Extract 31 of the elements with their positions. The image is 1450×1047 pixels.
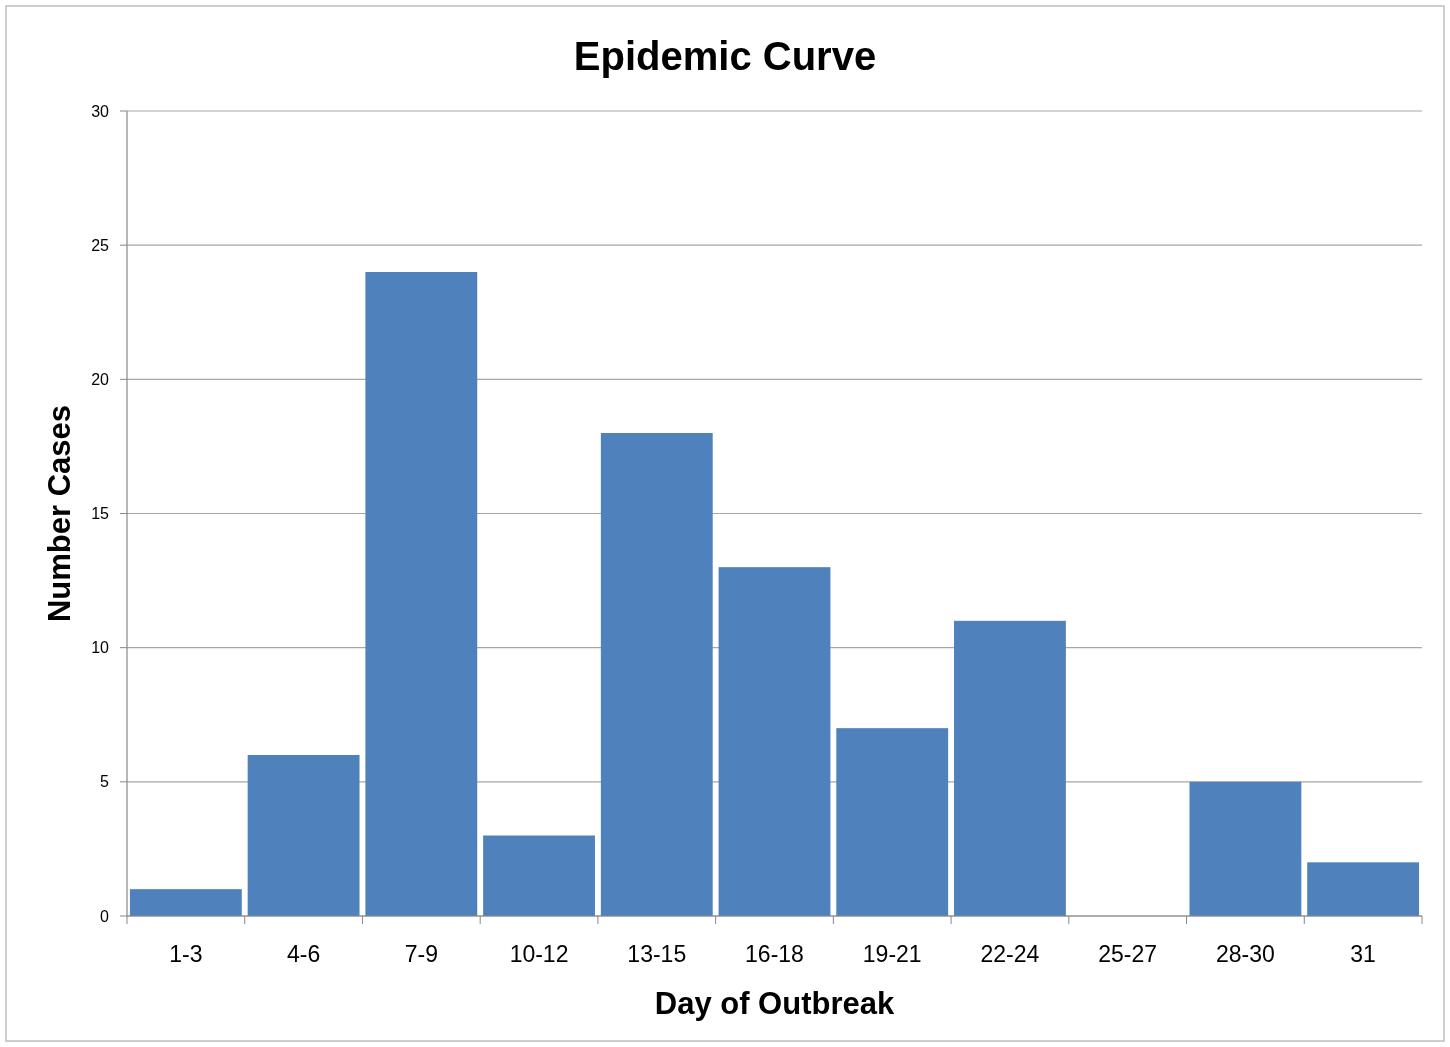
bar: [718, 567, 831, 916]
bar: [129, 889, 242, 916]
bar: [836, 728, 949, 916]
x-tick-label: 7-9: [404, 941, 438, 967]
bar: [600, 433, 713, 916]
x-axis-title: Day of Outbreak: [654, 986, 895, 1021]
x-tick-label: 19-21: [862, 941, 922, 967]
x-tick-label: 4-6: [286, 941, 321, 967]
x-tick-label: 10-12: [509, 941, 569, 967]
bar: [1189, 781, 1302, 916]
x-tick-label: 1-3: [169, 941, 203, 967]
bar: [365, 272, 478, 916]
y-axis-title: Number Cases: [42, 404, 77, 623]
x-tick-label: 13-15: [627, 941, 687, 967]
x-tick-label: 16-18: [745, 941, 804, 967]
bar: [1307, 862, 1420, 916]
y-tick-label: 20: [91, 370, 110, 388]
bar: [954, 620, 1066, 916]
bar: [483, 835, 595, 916]
x-tick-label: 22-24: [980, 941, 1040, 967]
x-tick-label: 31: [1350, 941, 1376, 967]
y-tick-label: 5: [100, 773, 110, 791]
y-tick-label: 10: [91, 639, 110, 657]
y-tick-label: 15: [91, 505, 110, 523]
x-tick-label: 28-30: [1215, 941, 1275, 967]
x-tick-label: 25-27: [1098, 941, 1158, 967]
y-tick-label: 0: [100, 907, 110, 925]
y-tick-label: 25: [91, 236, 110, 254]
bar: [247, 755, 360, 916]
chart-title: Epidemic Curve: [573, 34, 877, 78]
y-tick-label: 30: [91, 102, 110, 120]
